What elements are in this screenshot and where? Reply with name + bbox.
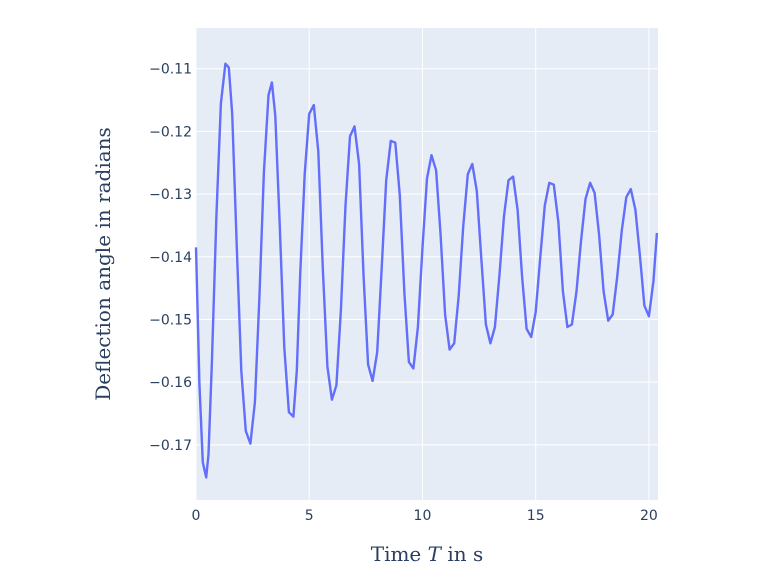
y-tick-label: −0.13 bbox=[149, 187, 192, 203]
x-tick-labels: 0 5 10 15 20 bbox=[192, 508, 658, 524]
x-tick-label: 0 bbox=[192, 508, 201, 524]
y-tick-label: −0.16 bbox=[149, 375, 192, 391]
series-line bbox=[194, 62, 659, 479]
x-axis-title: Time T in s bbox=[371, 542, 484, 566]
y-tick-labels: −0.11 −0.12 −0.13 −0.14 −0.15 −0.16 −0.17 bbox=[149, 62, 192, 454]
y-tick-label: −0.14 bbox=[149, 250, 192, 266]
x-tick-label: 15 bbox=[527, 508, 545, 524]
y-tick-label: −0.17 bbox=[149, 438, 192, 454]
y-axis-title: Deflection angle in radians bbox=[91, 127, 115, 401]
x-tick-label: 5 bbox=[305, 508, 314, 524]
x-tick-label: 20 bbox=[640, 508, 658, 524]
y-tick-label: −0.15 bbox=[149, 312, 192, 328]
y-gridlines bbox=[196, 68, 658, 446]
y-tick-label: −0.12 bbox=[149, 124, 192, 140]
y-tick-label: −0.11 bbox=[149, 62, 192, 78]
plot-background bbox=[196, 28, 658, 500]
x-tick-label: 10 bbox=[414, 508, 432, 524]
